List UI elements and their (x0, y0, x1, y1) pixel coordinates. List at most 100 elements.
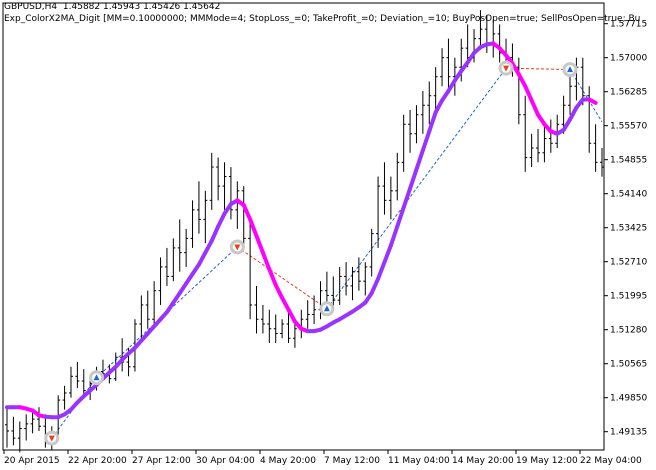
x2ma-segment (401, 186, 413, 210)
price-bar (177, 219, 182, 272)
trade-marker-buy-icon[interactable] (319, 301, 335, 317)
price-bar (81, 369, 86, 396)
x2ma-segment (510, 61, 521, 77)
price-bar (600, 148, 604, 177)
price-bar (587, 86, 592, 153)
price-bar (267, 309, 272, 344)
x2ma-segment (395, 205, 406, 229)
price-bar (516, 57, 521, 125)
trade-markers-layer (44, 60, 578, 446)
trade-line-buy (569, 69, 603, 123)
trade-marker-buy-icon[interactable] (89, 370, 105, 386)
price-bar (395, 152, 400, 201)
x2ma-segment (587, 97, 598, 105)
price-bar (382, 162, 387, 215)
price-bar (286, 309, 291, 344)
price-bar (523, 95, 528, 172)
y-tick-label: 1.51280 (610, 326, 647, 336)
axes-layer: 1.57715 1.57000 1.56285 1.55570 1.54855 1.541… (2, 2, 647, 466)
trade-marker-sell-icon[interactable] (498, 60, 514, 76)
price-bar (30, 409, 35, 434)
trade-marker-sell-icon[interactable] (44, 430, 60, 446)
ohlc-values: 1.45882 1.45943 1.45426 1.45642 (62, 2, 221, 12)
price-bar (478, 10, 483, 49)
x2ma-segment (414, 148, 425, 172)
price-bar (376, 176, 381, 248)
price-bar (68, 366, 73, 398)
x2ma-segment (408, 167, 419, 191)
x2ma-segment (216, 211, 227, 229)
price-bar (408, 109, 413, 153)
x2ma-segment (516, 72, 528, 89)
x2ma-segment (209, 224, 221, 243)
trade-line-buy (326, 67, 507, 310)
price-bar (593, 124, 598, 172)
trade-marker-buy-icon[interactable] (562, 62, 578, 78)
price-bar (427, 81, 432, 125)
price-bar (324, 271, 329, 305)
x2ma-segment (446, 78, 457, 93)
price-bar (420, 90, 425, 134)
x2ma-segment (196, 250, 208, 267)
price-bar (222, 162, 227, 210)
x-tick-label: 20 Apr 2015 (4, 456, 60, 466)
y-tick-label: 1.51995 (610, 292, 647, 302)
x-tick-label: 14 May 20:00 (452, 456, 514, 466)
price-bar (305, 300, 310, 329)
price-bar (350, 266, 355, 301)
y-tick-label: 1.57715 (610, 20, 647, 30)
price-bar (75, 362, 80, 389)
price-bar (62, 385, 67, 410)
y-tick-label: 1.53425 (610, 224, 647, 234)
y-tick-label: 1.57000 (610, 54, 647, 64)
price-bar (11, 416, 16, 446)
price-bar (363, 262, 368, 296)
price-bar (196, 181, 201, 234)
price-bar (152, 281, 157, 324)
x-tick-label: 11 May 04:00 (388, 456, 450, 466)
price-bar (158, 257, 163, 305)
x2ma-segment (433, 98, 445, 115)
price-bar (433, 67, 438, 115)
x-tick-label: 22 May 04:00 (580, 456, 642, 466)
price-bar (228, 167, 233, 220)
price-bar (497, 24, 502, 63)
price-bar (299, 309, 304, 339)
price-bar (190, 200, 195, 248)
x-tick-label: 27 Apr 12:00 (132, 456, 191, 466)
x2ma-segment (376, 260, 387, 281)
y-tick-label: 1.54855 (610, 156, 647, 166)
price-bar (171, 238, 176, 282)
price-bar (568, 76, 573, 115)
price-bar (184, 228, 189, 267)
x2ma-segment (286, 307, 297, 324)
price-bar (369, 228, 374, 277)
x2ma-segment (248, 217, 259, 239)
x2ma-segment (369, 276, 381, 296)
price-bar (17, 421, 22, 453)
price-bar (164, 247, 169, 286)
trade-marker-sell-icon[interactable] (229, 239, 245, 255)
price-bar (248, 219, 253, 320)
price-bar (145, 290, 150, 329)
price-bar (36, 407, 41, 431)
price-bar (280, 319, 285, 339)
trade-line-sell (237, 246, 328, 310)
x2ma-segment (254, 234, 265, 255)
price-bar (5, 408, 9, 448)
price-bar (452, 57, 457, 96)
price-bars-layer (5, 10, 604, 453)
price-bar (254, 285, 259, 334)
x2ma-segment (568, 105, 579, 122)
y-tick-label: 1.54140 (610, 190, 647, 200)
x2ma-segment (529, 98, 541, 117)
trade-lines-layer (51, 67, 603, 439)
x2ma-segment (241, 203, 253, 222)
x2ma-segment (267, 267, 278, 287)
price-bar (273, 314, 278, 344)
x2ma-segment (523, 84, 534, 103)
price-bar (536, 129, 541, 163)
price-bar (356, 257, 361, 291)
